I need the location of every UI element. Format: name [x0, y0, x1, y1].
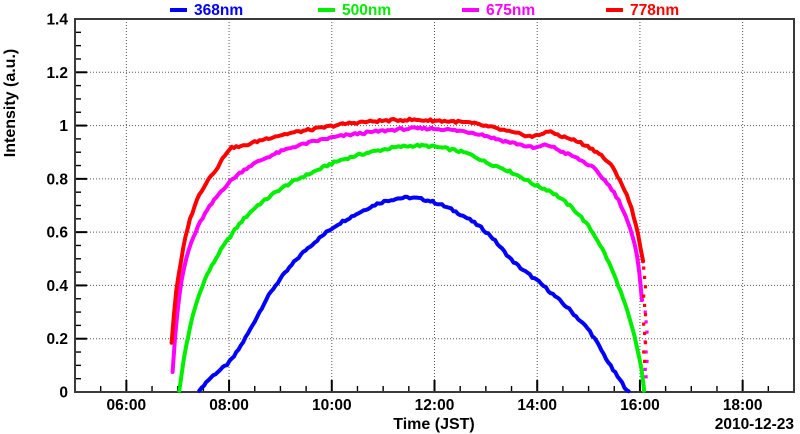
legend-label: 675nm	[486, 1, 536, 19]
scatter-dot-778nm	[642, 322, 646, 326]
y-tick-label: 0.2	[46, 331, 68, 348]
axis-ticks	[75, 31, 770, 392]
scatter-dot-675nm	[645, 359, 649, 363]
legend: 368nm 500nm 675nm 778nm	[0, 0, 800, 20]
y-tick-label: 0.8	[46, 171, 68, 188]
plot-frame	[74, 18, 795, 393]
series-line-778nm	[169, 116, 645, 345]
scatter-dot-675nm	[644, 320, 648, 324]
date-label: 2010-12-23	[715, 416, 795, 433]
x-tick-label: 18:00	[723, 397, 763, 414]
x-tick-label: 12:00	[415, 397, 455, 414]
series-line-368nm	[197, 194, 631, 394]
legend-entry-368nm: 368nm	[170, 0, 243, 20]
legend-line-sample-icon	[318, 8, 335, 12]
y-tick-label: 1.2	[46, 65, 68, 82]
legend-label: 778nm	[630, 1, 680, 19]
y-tick-label: 0.4	[46, 278, 68, 295]
x-tick-label: 16:00	[620, 397, 660, 414]
y-tick-labels: 0 0.2 0.4 0.6 0.8 1 1.2 1.4	[46, 12, 68, 402]
scatter-dot-675nm	[643, 367, 647, 371]
scatter-dot-675nm	[643, 310, 647, 314]
y-tick-label: 0.6	[46, 225, 68, 242]
y-tick-label: 0	[59, 385, 68, 402]
legend-line-sample-icon	[462, 8, 479, 12]
x-tick-label: 08:00	[209, 397, 249, 414]
x-tick-labels: 06:00 08:00 10:00 12:00 14:00 16:00 18:00	[107, 397, 763, 414]
scatter-dot-675nm	[644, 350, 648, 354]
x-tick-label: 06:00	[107, 397, 147, 414]
scatter-dot-778nm	[642, 350, 646, 354]
x-tick-label: 14:00	[517, 397, 557, 414]
legend-label: 368nm	[194, 1, 244, 19]
x-axis-title: Time (JST)	[393, 416, 475, 433]
scatter-dot-675nm	[644, 375, 648, 379]
y-tick-label: 1.4	[46, 12, 68, 29]
series-line-500nm	[177, 142, 646, 393]
series-lines	[169, 116, 646, 394]
scatter-dot-778nm	[643, 303, 647, 307]
scatter-dot-778nm	[643, 275, 647, 279]
scatter-dot-778nm	[643, 285, 648, 289]
legend-line-sample-icon	[170, 8, 187, 12]
y-tick-label: 1	[59, 118, 68, 135]
scatter-dot-778nm	[642, 294, 646, 298]
scatter-dot-778nm	[643, 331, 647, 335]
y-axis-title: Intensity (a.u.)	[2, 49, 19, 157]
scatter-points	[642, 266, 649, 379]
x-tick-label: 10:00	[312, 397, 352, 414]
scatter-dot-778nm	[643, 359, 647, 363]
legend-entry-675nm: 675nm	[462, 0, 535, 20]
legend-entry-778nm: 778nm	[606, 0, 679, 20]
legend-entry-500nm: 500nm	[318, 0, 391, 20]
scatter-dot-675nm	[645, 330, 649, 334]
scatter-dot-778nm	[643, 313, 648, 317]
legend-line-sample-icon	[606, 8, 623, 12]
scatter-dot-778nm	[642, 266, 646, 270]
scatter-dot-778nm	[643, 341, 648, 345]
legend-label: 500nm	[342, 1, 392, 19]
series-line-675nm	[170, 125, 644, 374]
